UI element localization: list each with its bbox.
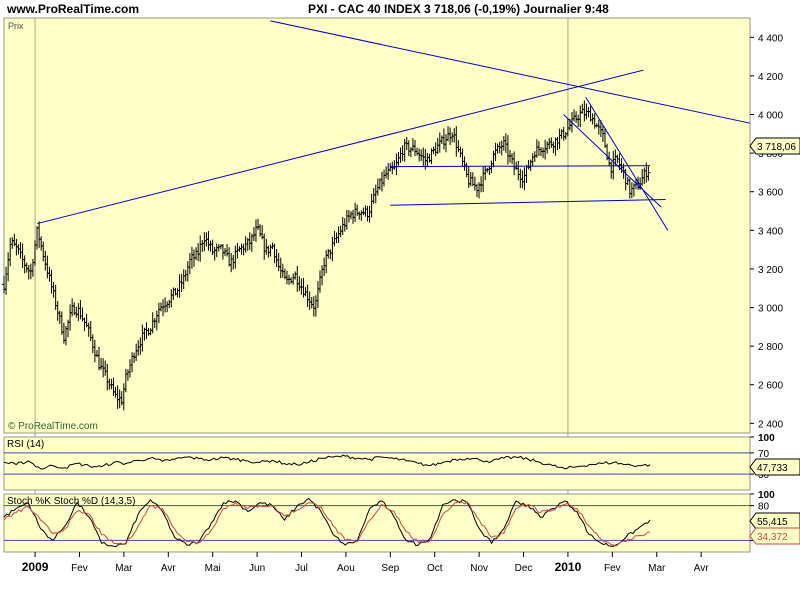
price-y-tick-label: 3 000 <box>758 304 783 315</box>
rsi-panel-bg <box>3 436 751 491</box>
instrument-headline: PXI - CAC 40 INDEX 3 718,06 (-0,19%) Jou… <box>308 2 609 16</box>
stoch-panel-bg <box>3 493 751 553</box>
x-tick-label: Nov <box>470 563 488 574</box>
x-tick-label: Mai <box>205 563 221 574</box>
trendline <box>585 96 669 231</box>
rsi-panel-label: RSI (14) <box>7 439 44 450</box>
x-tick-label: Mar <box>648 563 666 574</box>
stoch-lines <box>3 497 651 548</box>
price-y-tick-label: 4 000 <box>758 111 783 122</box>
stoch-series-line <box>3 497 651 548</box>
trendline <box>390 198 666 206</box>
price-last-value-marker: 3 718,06 <box>749 137 800 155</box>
x-tick-label: Sep <box>381 563 399 574</box>
stoch-k-marker: 55,415 <box>749 512 800 530</box>
price-y-tick-label: 3 600 <box>758 188 783 199</box>
stoch-d-marker: 34,372 <box>749 527 800 545</box>
rsi-line <box>3 454 651 470</box>
price-y-tick-label: 4 400 <box>758 33 783 44</box>
rsi-panel: RSI (14) 100 70 30 47,733 <box>3 433 800 491</box>
price-y-tick-label: 3 200 <box>758 265 783 276</box>
stoch-y-tick-label: 100 <box>758 490 775 501</box>
price-y-tick-label: 4 200 <box>758 72 783 83</box>
x-axis: 2009 Fev Mar Avr Mai Jun Jul Aou Sep Oct Nov Dec 201… <box>22 552 709 574</box>
price-y-tick-label: 2 600 <box>758 381 783 392</box>
rsi-y-tick-label: 30 <box>758 470 770 481</box>
stoch-panel-label: Stoch %K Stoch %D (14,3,5) <box>7 496 135 507</box>
rsi-grid <box>4 452 750 475</box>
x-tick-label: Avr <box>161 563 176 574</box>
trendline <box>270 20 751 124</box>
price-y-tick-label: 3 800 <box>758 149 783 160</box>
stoch-d-last-value: 34,372 <box>757 532 788 543</box>
price-y-tick-label: 2 400 <box>758 419 783 430</box>
stoch-series-line <box>3 500 651 547</box>
rsi-y-tick-label: 100 <box>758 433 775 444</box>
chart-header: www.ProRealTime.com PXI - CAC 40 INDEX 3… <box>0 0 800 18</box>
price-y-tick-label: 3 400 <box>758 226 783 237</box>
x-tick-label: Jun <box>249 563 265 574</box>
price-panel: Prix © ProRealTime.com 4 400 4 200 4 000 3 … <box>2 17 800 552</box>
stoch-k-last-value: 55,415 <box>757 517 788 528</box>
stoch-y-tick-label: 80 <box>758 502 770 513</box>
rsi-last-value-marker: 47,733 <box>749 458 800 476</box>
price-panel-label: Prix <box>8 21 24 31</box>
price-panel-bg <box>3 17 751 434</box>
price-y-axis: 4 400 4 200 4 000 3 800 3 600 3 400 3 200 3 000… <box>750 33 783 430</box>
trendline <box>37 69 644 225</box>
x-tick-label: Aou <box>337 563 355 574</box>
stoch-grid <box>4 505 750 541</box>
x-tick-label: Mar <box>115 563 133 574</box>
x-tick-label: Fev <box>71 563 88 574</box>
stoch-panel: Stoch %K Stoch %D (14,3,5) 1008020 55,41… <box>3 490 800 553</box>
price-bars <box>2 100 651 411</box>
x-tick-label: 2009 <box>22 560 49 574</box>
trendline <box>563 114 662 208</box>
rsi-series-line <box>3 454 651 470</box>
x-tick-label: Fev <box>604 563 621 574</box>
price-trendlines <box>37 20 751 231</box>
rsi-y-axis: 100 70 30 <box>750 433 775 481</box>
x-tick-label: Oct <box>427 563 443 574</box>
x-tick-label: Jul <box>295 563 308 574</box>
trendline <box>390 165 651 168</box>
site-name[interactable]: www.ProRealTime.com <box>7 2 140 16</box>
price-y-tick-label: 2 800 <box>758 342 783 353</box>
price-last-value: 3 718,06 <box>757 142 796 153</box>
rsi-y-tick-label: 70 <box>758 449 770 460</box>
x-tick-label: Dec <box>515 563 533 574</box>
rsi-last-value: 47,733 <box>757 463 788 474</box>
watermark: © ProRealTime.com <box>8 421 98 432</box>
x-tick-label: Avr <box>694 563 709 574</box>
x-tick-label: 2010 <box>555 560 582 574</box>
